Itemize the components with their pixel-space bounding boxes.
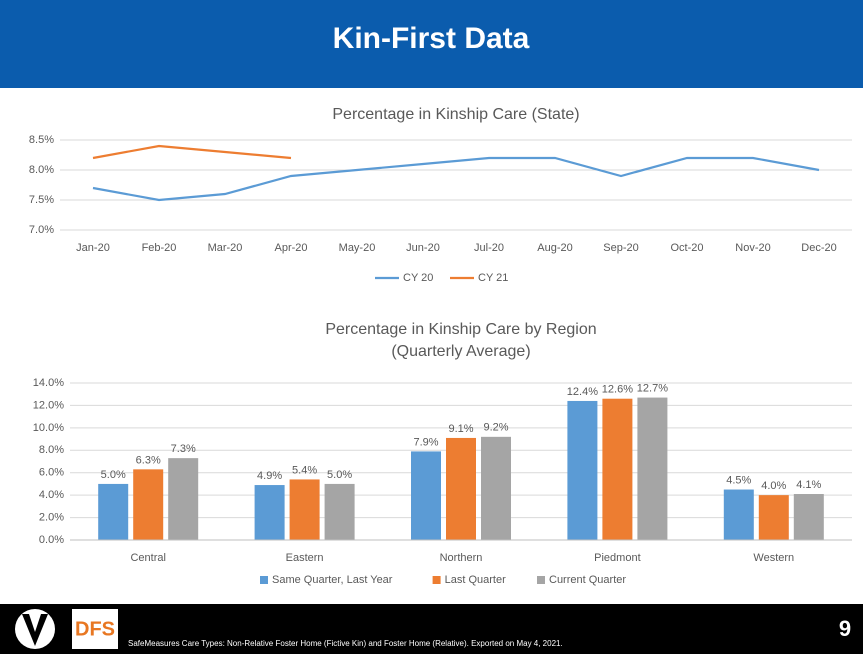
- bar: [254, 485, 285, 540]
- legend-label: Last Quarter: [445, 574, 506, 586]
- data-label: 6.3%: [136, 454, 161, 466]
- x-tick-label: Northern: [440, 552, 483, 564]
- line-series: [92, 144, 292, 160]
- x-tick-label: Western: [753, 552, 794, 564]
- dfs-logo-text: DFS: [75, 618, 115, 640]
- chart-title: Percentage in Kinship Care by Region: [325, 321, 596, 338]
- bar: [324, 483, 355, 540]
- data-label: 5.0%: [101, 469, 126, 481]
- x-tick-label: Central: [130, 552, 165, 564]
- x-tick-label: Nov-20: [735, 242, 770, 254]
- x-tick-label: Sep-20: [603, 242, 638, 254]
- data-label: 9.2%: [483, 422, 508, 434]
- x-tick-label: Apr-20: [274, 242, 307, 254]
- page-number: 9: [839, 616, 851, 641]
- bar: [758, 495, 789, 540]
- legend-swatch: [432, 576, 441, 584]
- y-tick-label: 12.0%: [33, 399, 64, 411]
- data-label: 4.5%: [726, 474, 751, 486]
- y-tick-label: 8.5%: [29, 134, 54, 146]
- bar: [793, 494, 824, 540]
- bar: [168, 458, 199, 540]
- data-label: 9.1%: [448, 423, 473, 435]
- x-tick-label: Eastern: [286, 552, 324, 564]
- legend-label: CY 20: [403, 272, 433, 284]
- data-label: 4.0%: [761, 480, 786, 492]
- x-tick-label: Jan-20: [76, 242, 110, 254]
- y-tick-label: 14.0%: [33, 377, 64, 389]
- footer-band: [0, 604, 863, 654]
- y-tick-label: 0.0%: [39, 534, 64, 546]
- data-label: 5.4%: [292, 464, 317, 476]
- data-label: 7.9%: [413, 436, 438, 448]
- data-label: 4.9%: [257, 470, 282, 482]
- y-tick-label: 2.0%: [39, 511, 64, 523]
- bar: [289, 479, 320, 540]
- y-tick-label: 8.0%: [29, 164, 54, 176]
- y-tick-label: 7.0%: [29, 224, 54, 236]
- logo-v: [22, 614, 48, 646]
- legend-label: Current Quarter: [549, 574, 626, 586]
- chart-title: Percentage in Kinship Care (State): [332, 106, 579, 123]
- x-tick-label: Jul-20: [474, 242, 504, 254]
- x-tick-label: Piedmont: [594, 552, 640, 564]
- y-tick-label: 6.0%: [39, 467, 64, 479]
- legend-label: Same Quarter, Last Year: [272, 574, 393, 586]
- y-tick-label: 10.0%: [33, 422, 64, 434]
- y-tick-label: 4.0%: [39, 489, 64, 501]
- line-series: [92, 156, 820, 202]
- bar: [98, 483, 129, 540]
- x-tick-label: Feb-20: [142, 242, 177, 254]
- x-tick-label: Aug-20: [537, 242, 572, 254]
- y-tick-label: 8.0%: [39, 444, 64, 456]
- x-tick-label: Mar-20: [208, 242, 243, 254]
- data-label: 5.0%: [327, 469, 352, 481]
- data-label: 12.4%: [567, 386, 598, 398]
- bar: [446, 437, 476, 540]
- bar: [133, 469, 164, 540]
- bar: [723, 489, 754, 540]
- chart-subtitle: (Quarterly Average): [391, 343, 530, 360]
- x-tick-label: Oct-20: [670, 242, 703, 254]
- data-label: 4.1%: [796, 479, 821, 491]
- x-tick-label: Jun-20: [406, 242, 440, 254]
- legend-swatch: [260, 576, 268, 584]
- footnote: SafeMeasures Care Types: Non-Relative Fo…: [128, 639, 563, 648]
- legend-swatch: [537, 576, 545, 584]
- header-band: [0, 0, 863, 88]
- bar: [411, 451, 441, 540]
- dfs-logo-box: [72, 609, 118, 649]
- data-label: 12.7%: [637, 382, 668, 394]
- bar: [637, 397, 668, 540]
- data-label: 12.6%: [602, 384, 633, 396]
- slide-title: Kin-First Data: [333, 22, 530, 55]
- data-label: 7.3%: [171, 443, 196, 455]
- y-tick-label: 7.5%: [29, 194, 54, 206]
- x-tick-label: Dec-20: [801, 242, 836, 254]
- bar: [567, 400, 598, 540]
- x-tick-label: May-20: [339, 242, 376, 254]
- bar: [602, 398, 633, 540]
- legend-label: CY 21: [478, 272, 508, 284]
- bar: [481, 436, 511, 540]
